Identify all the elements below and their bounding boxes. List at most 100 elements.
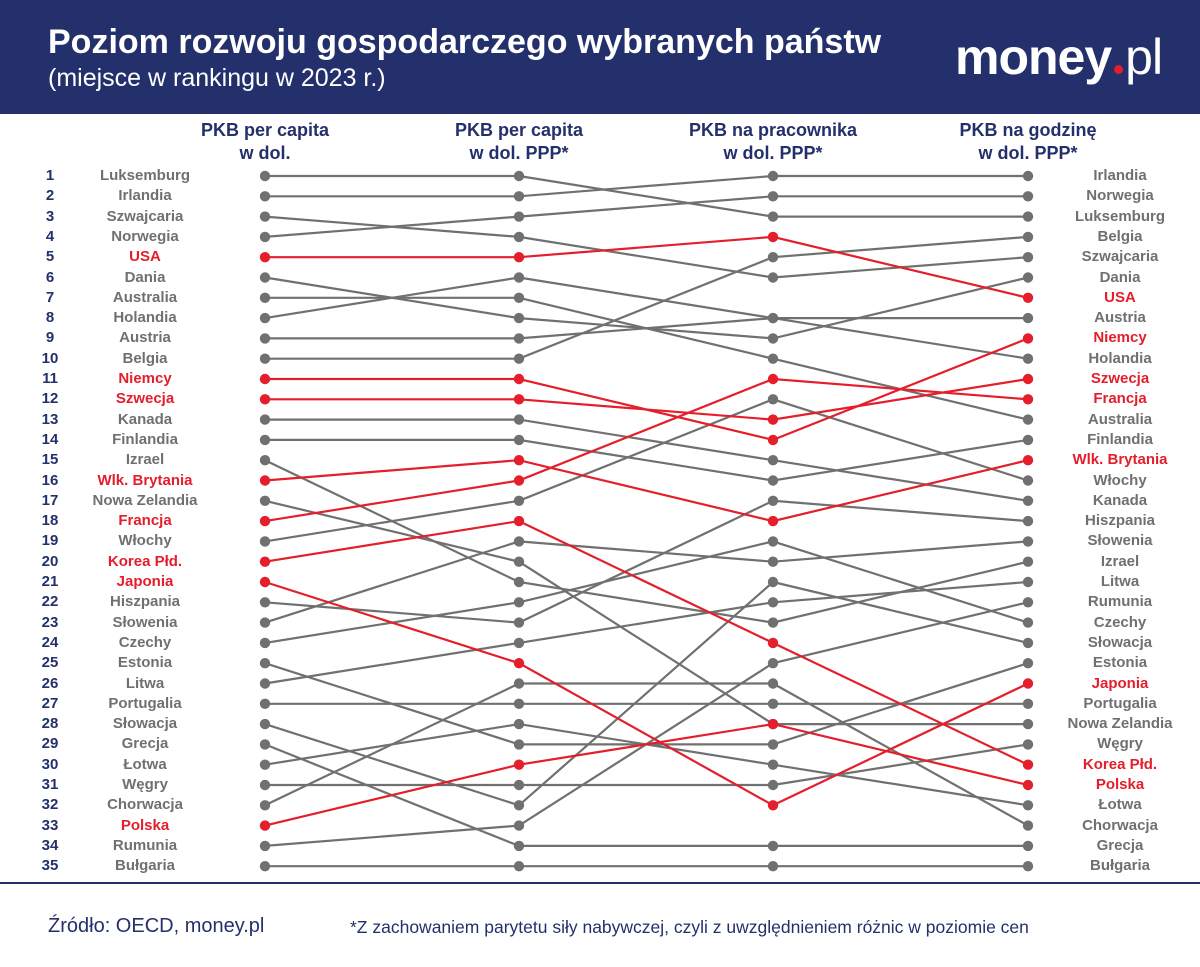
column-header-line: w dol. PPP* [723, 143, 823, 163]
left-country-label: Norwegia [111, 227, 179, 245]
series-point-japonia [513, 658, 525, 669]
series-point-niemcy [767, 434, 779, 446]
rank-label: 33 [41, 816, 59, 834]
series-point-włochy [767, 394, 779, 405]
right-country-label: USA [1104, 288, 1136, 306]
series-point-hiszpania [767, 495, 779, 506]
series-point-japonia [767, 800, 779, 811]
rank-label: 16 [41, 471, 59, 489]
series-point-wlk-brytania [767, 515, 779, 527]
series-line-kanada [265, 418, 1029, 502]
series-point-japonia [259, 576, 271, 588]
series-point-dania [513, 312, 525, 324]
rank-label: 11 [42, 370, 58, 387]
rank-label: 9 [45, 329, 55, 347]
series-point-rumunia [767, 658, 779, 669]
column-header-line: PKB na godzinę [959, 120, 1097, 140]
series-point-korea-płd [513, 515, 525, 527]
series-point-belgia [1022, 231, 1034, 243]
right-country-label: Hiszpania [1084, 512, 1156, 530]
rank-label: 35 [41, 857, 59, 875]
rank-label: 31 [41, 776, 59, 793]
series-point-niemcy [1022, 333, 1034, 344]
left-country-label: Szwajcaria [106, 207, 184, 225]
series-point-chorwacja [513, 678, 525, 689]
series-point-korea-płd [767, 637, 779, 649]
rank-label: 20 [41, 552, 59, 570]
column-header-line: w dol. PPP* [978, 143, 1078, 163]
rank-label: 13 [41, 410, 59, 428]
series-line-słowacja [264, 580, 1029, 807]
left-country-label: Litwa [125, 674, 165, 692]
right-country-label: Wlk. Brytania [1072, 451, 1168, 469]
series-point-estonia [259, 658, 271, 669]
series-line-norwegia [264, 195, 1028, 238]
series-point-litwa [767, 597, 779, 608]
series-point-irlandia [767, 170, 779, 182]
right-country-label: Grecja [1096, 836, 1144, 854]
logo-suffix: pl [1125, 29, 1163, 85]
ppp-footnote: *Z zachowaniem parytetu siły nabywczej, … [350, 917, 1029, 937]
left-country-label: Estonia [117, 654, 173, 672]
series-point-luksemburg [513, 170, 525, 182]
right-country-label: Włochy [1093, 471, 1147, 489]
series-point-bułgaria [767, 861, 779, 872]
bottom-divider [0, 882, 1200, 884]
right-country-label: Szwecja [1090, 370, 1150, 387]
rank-label: 18 [41, 512, 59, 530]
series-point-nowa-zelandia [259, 495, 271, 506]
series-line-korea-płd [264, 519, 1029, 766]
rank-label: 12 [41, 390, 59, 408]
rank-label: 14 [41, 430, 59, 448]
series-point-włochy [513, 495, 525, 506]
series-point-włochy [1022, 475, 1034, 486]
left-country-label: Izrael [125, 451, 165, 469]
left-country-label: Irlandia [118, 187, 172, 205]
right-country-label: Rumunia [1087, 593, 1153, 611]
series-line-łotwa [264, 722, 1029, 807]
rank-label: 7 [45, 288, 55, 306]
chart-title: Poziom rozwoju gospodarczego wybranych p… [48, 23, 882, 61]
series-point-węgry [513, 779, 525, 791]
series-point-dania [767, 333, 779, 344]
series-point-austria [259, 333, 271, 344]
rank-label: 25 [41, 654, 59, 672]
series-point-australia [259, 292, 271, 303]
series-point-szwecja [1022, 373, 1034, 385]
left-country-label: Korea Płd. [107, 552, 183, 570]
series-point-finlandia [1022, 434, 1034, 446]
rank-label: 26 [41, 674, 59, 692]
series-point-finlandia [767, 475, 779, 486]
column-header-4: PKB na godzinę w dol. PPP* [908, 119, 1148, 165]
series-point-norwegia [513, 211, 525, 222]
series-point-izrael [513, 576, 525, 588]
right-country-label: Izrael [1100, 552, 1140, 570]
left-country-label: Niemcy [118, 370, 172, 387]
series-point-chorwacja [1022, 820, 1034, 831]
series-point-polska [767, 718, 779, 730]
series-point-szwajcaria [513, 231, 525, 243]
series-point-francja [1022, 394, 1034, 405]
series-point-słowenia [767, 556, 779, 567]
source-note: Źródło: OECD, money.pl [48, 915, 265, 937]
left-country-label: Dania [124, 268, 166, 286]
series-point-grecja [259, 739, 271, 750]
series-point-izrael [767, 617, 779, 628]
rank-label: 3 [45, 207, 55, 225]
rank-label: 27 [41, 694, 59, 712]
series-point-litwa [259, 678, 271, 689]
series-point-izrael [1022, 556, 1034, 567]
rank-label: 19 [41, 532, 59, 550]
series-line-słowenia [264, 540, 1029, 624]
grey-series-group [259, 170, 1034, 872]
series-point-węgry [259, 779, 271, 791]
right-country-label: Irlandia [1093, 167, 1147, 184]
rank-label: 5 [45, 248, 55, 266]
left-country-label: Australia [112, 288, 178, 306]
highlighted-series-group [259, 231, 1034, 831]
left-country-label: Belgia [122, 349, 168, 367]
series-point-polska [513, 759, 525, 770]
series-point-belgia [259, 353, 271, 364]
series-point-wlk-brytania [259, 475, 271, 486]
series-point-łotwa [767, 759, 779, 770]
